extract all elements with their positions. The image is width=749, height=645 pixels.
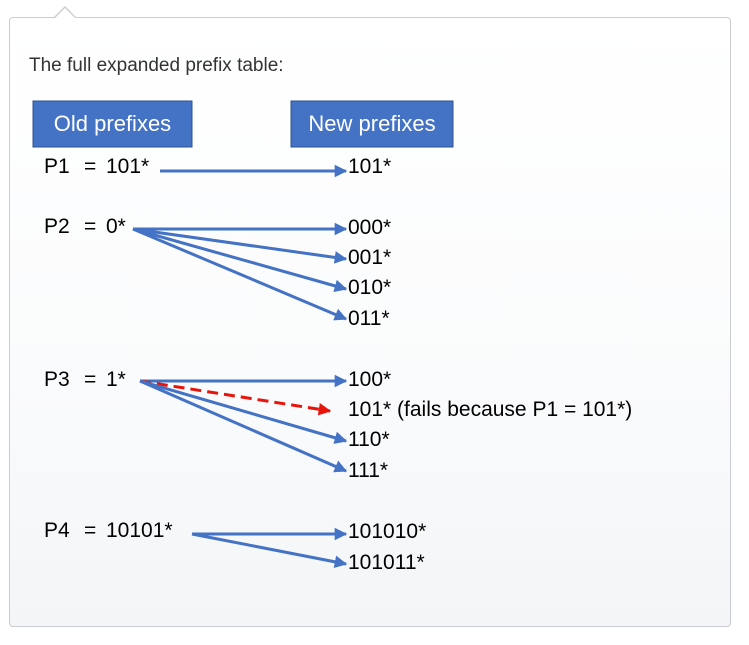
new-prefix-label: 101011*	[348, 551, 425, 574]
equals-sign: =	[84, 519, 96, 542]
new-prefix-label: 110*	[348, 428, 390, 451]
failed-prefix-label: 101* (fails because P1 = 101*)	[348, 398, 632, 421]
new-prefixes-header-label: New prefixes	[308, 111, 435, 136]
expansion-arrow	[139, 379, 348, 473]
equals-sign: =	[84, 155, 96, 178]
old-prefix-value: 1*	[106, 368, 126, 391]
equals-sign: =	[84, 215, 96, 238]
new-prefix-label: 101*	[348, 155, 391, 178]
old-prefix-value: 10101*	[106, 519, 173, 542]
new-prefix-label: 101010*	[348, 520, 426, 543]
expansion-arrow	[191, 532, 348, 569]
group-p2: P2 = 0* 000* 001* 010* 011*	[44, 215, 391, 330]
new-prefix-label: 111*	[348, 459, 388, 482]
old-prefixes-header: Old prefixes	[32, 100, 193, 148]
equals-sign: =	[84, 368, 96, 391]
expansion-arrow	[132, 227, 348, 264]
new-prefixes-header: New prefixes	[290, 100, 454, 148]
old-prefixes-header-label: Old prefixes	[54, 111, 171, 136]
old-prefixes-header-box	[32, 100, 193, 148]
old-prefix-name: P3	[44, 368, 70, 391]
new-prefix-label: 001*	[348, 246, 391, 269]
failed-expansion-arrow	[139, 379, 332, 416]
old-prefix-value: 0*	[106, 215, 126, 238]
new-prefix-label: 011*	[348, 307, 390, 330]
group-p4: P4 = 10101* 101010* 101011*	[44, 519, 426, 574]
group-p1: P1 = 101* 101*	[44, 155, 391, 178]
old-prefix-name: P4	[44, 519, 70, 542]
old-prefix-name: P1	[44, 155, 70, 178]
group-p3: P3 = 1* 100* 101* (fails because P1 = 10…	[44, 368, 632, 482]
new-prefix-label: 010*	[348, 276, 391, 299]
expansion-arrow	[139, 379, 348, 444]
new-prefixes-header-box	[290, 100, 454, 148]
new-prefix-label: 100*	[348, 368, 391, 391]
old-prefix-value: 101*	[106, 155, 149, 178]
intro-text: The full expanded prefix table:	[29, 55, 284, 76]
expansion-arrow	[132, 227, 348, 321]
new-prefix-label: 000*	[348, 216, 391, 239]
expansion-arrow	[132, 227, 348, 292]
old-prefix-name: P2	[44, 215, 70, 238]
